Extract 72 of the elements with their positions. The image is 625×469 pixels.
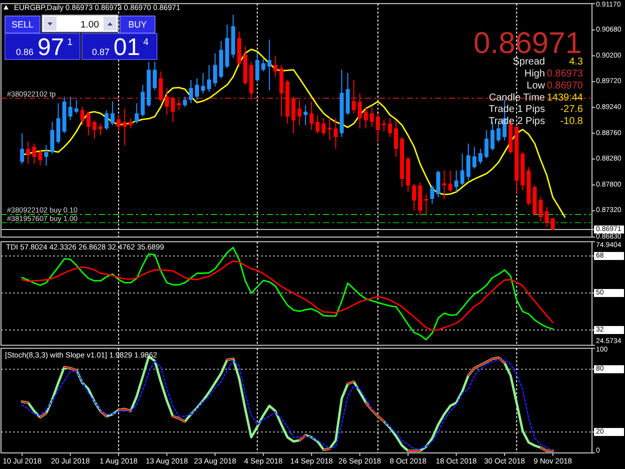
- candlestick: [304, 104, 308, 126]
- candlestick: [472, 146, 476, 170]
- candlestick: [26, 141, 30, 164]
- candlestick: [382, 120, 386, 132]
- candlestick: [134, 102, 139, 124]
- candlestick: [316, 114, 320, 134]
- candlestick: [116, 114, 121, 132]
- candlestick: [74, 99, 78, 114]
- candlestick: [478, 148, 482, 164]
- candlestick: [430, 184, 434, 204]
- candlestick: [388, 118, 392, 138]
- annotation: 0.86 97$^{1}$: [16, 34, 73, 61]
- candlestick: [267, 39, 272, 91]
- candlestick: [273, 56, 278, 78]
- candlestick: [364, 106, 368, 129]
- candlestick: [207, 64, 212, 92]
- candlestick: [152, 61, 157, 91]
- candlestick: [310, 101, 314, 131]
- candlestick: [140, 84, 145, 118]
- annotation: SELL: [11, 20, 34, 30]
- candlestick: [20, 132, 24, 164]
- candlestick: [44, 144, 48, 166]
- candlestick: [442, 170, 446, 200]
- annotation: 0.87 01$^{4}$: [92, 34, 149, 61]
- candlestick: [334, 118, 338, 150]
- candlestick: [110, 101, 115, 126]
- candlestick: [201, 72, 206, 94]
- candlestick: [424, 194, 428, 214]
- candlestick: [291, 96, 296, 134]
- candlestick: [255, 52, 260, 82]
- candlestick: [466, 142, 470, 182]
- candlestick: [376, 112, 380, 142]
- candlestick: [176, 99, 181, 111]
- candlestick: [358, 92, 362, 129]
- candlestick: [370, 106, 374, 128]
- candlestick: [122, 108, 127, 146]
- candlestick: [56, 102, 60, 144]
- candlestick: [182, 96, 187, 108]
- candlestick: [32, 142, 36, 164]
- candlestick: [158, 70, 163, 102]
- candlestick: [544, 206, 549, 228]
- annotation: 1.00: [80, 20, 99, 30]
- candlestick: [128, 118, 133, 129]
- candlestick: [80, 106, 84, 126]
- candlestick: [352, 80, 356, 114]
- candlestick: [460, 153, 464, 186]
- candlestick: [164, 88, 169, 116]
- candlestick: [50, 121, 54, 154]
- candlestick: [298, 99, 302, 126]
- annotation: High 0.86973: [524, 68, 584, 80]
- candlestick: [448, 170, 452, 192]
- candlestick: [394, 120, 398, 158]
- candlestick: [194, 78, 199, 100]
- candlestick: [328, 118, 332, 141]
- candlestick: [436, 170, 440, 198]
- candlestick: [322, 118, 326, 136]
- candlestick: [261, 57, 266, 72]
- candlestick: [213, 52, 218, 87]
- candlestick: [412, 183, 416, 212]
- candlestick: [538, 196, 543, 222]
- candlestick: [454, 170, 458, 192]
- candlestick: [92, 120, 96, 140]
- annotation: Low 0.86970: [526, 80, 584, 92]
- candlestick: [104, 110, 109, 131]
- candlestick: [68, 96, 72, 121]
- candlestick: [98, 123, 103, 136]
- annotation: BUY: [128, 20, 147, 30]
- candlestick: [188, 80, 193, 104]
- candlestick: [484, 130, 488, 160]
- candlestick: [38, 150, 42, 166]
- candlestick: [170, 96, 175, 122]
- candlestick: [86, 111, 90, 136]
